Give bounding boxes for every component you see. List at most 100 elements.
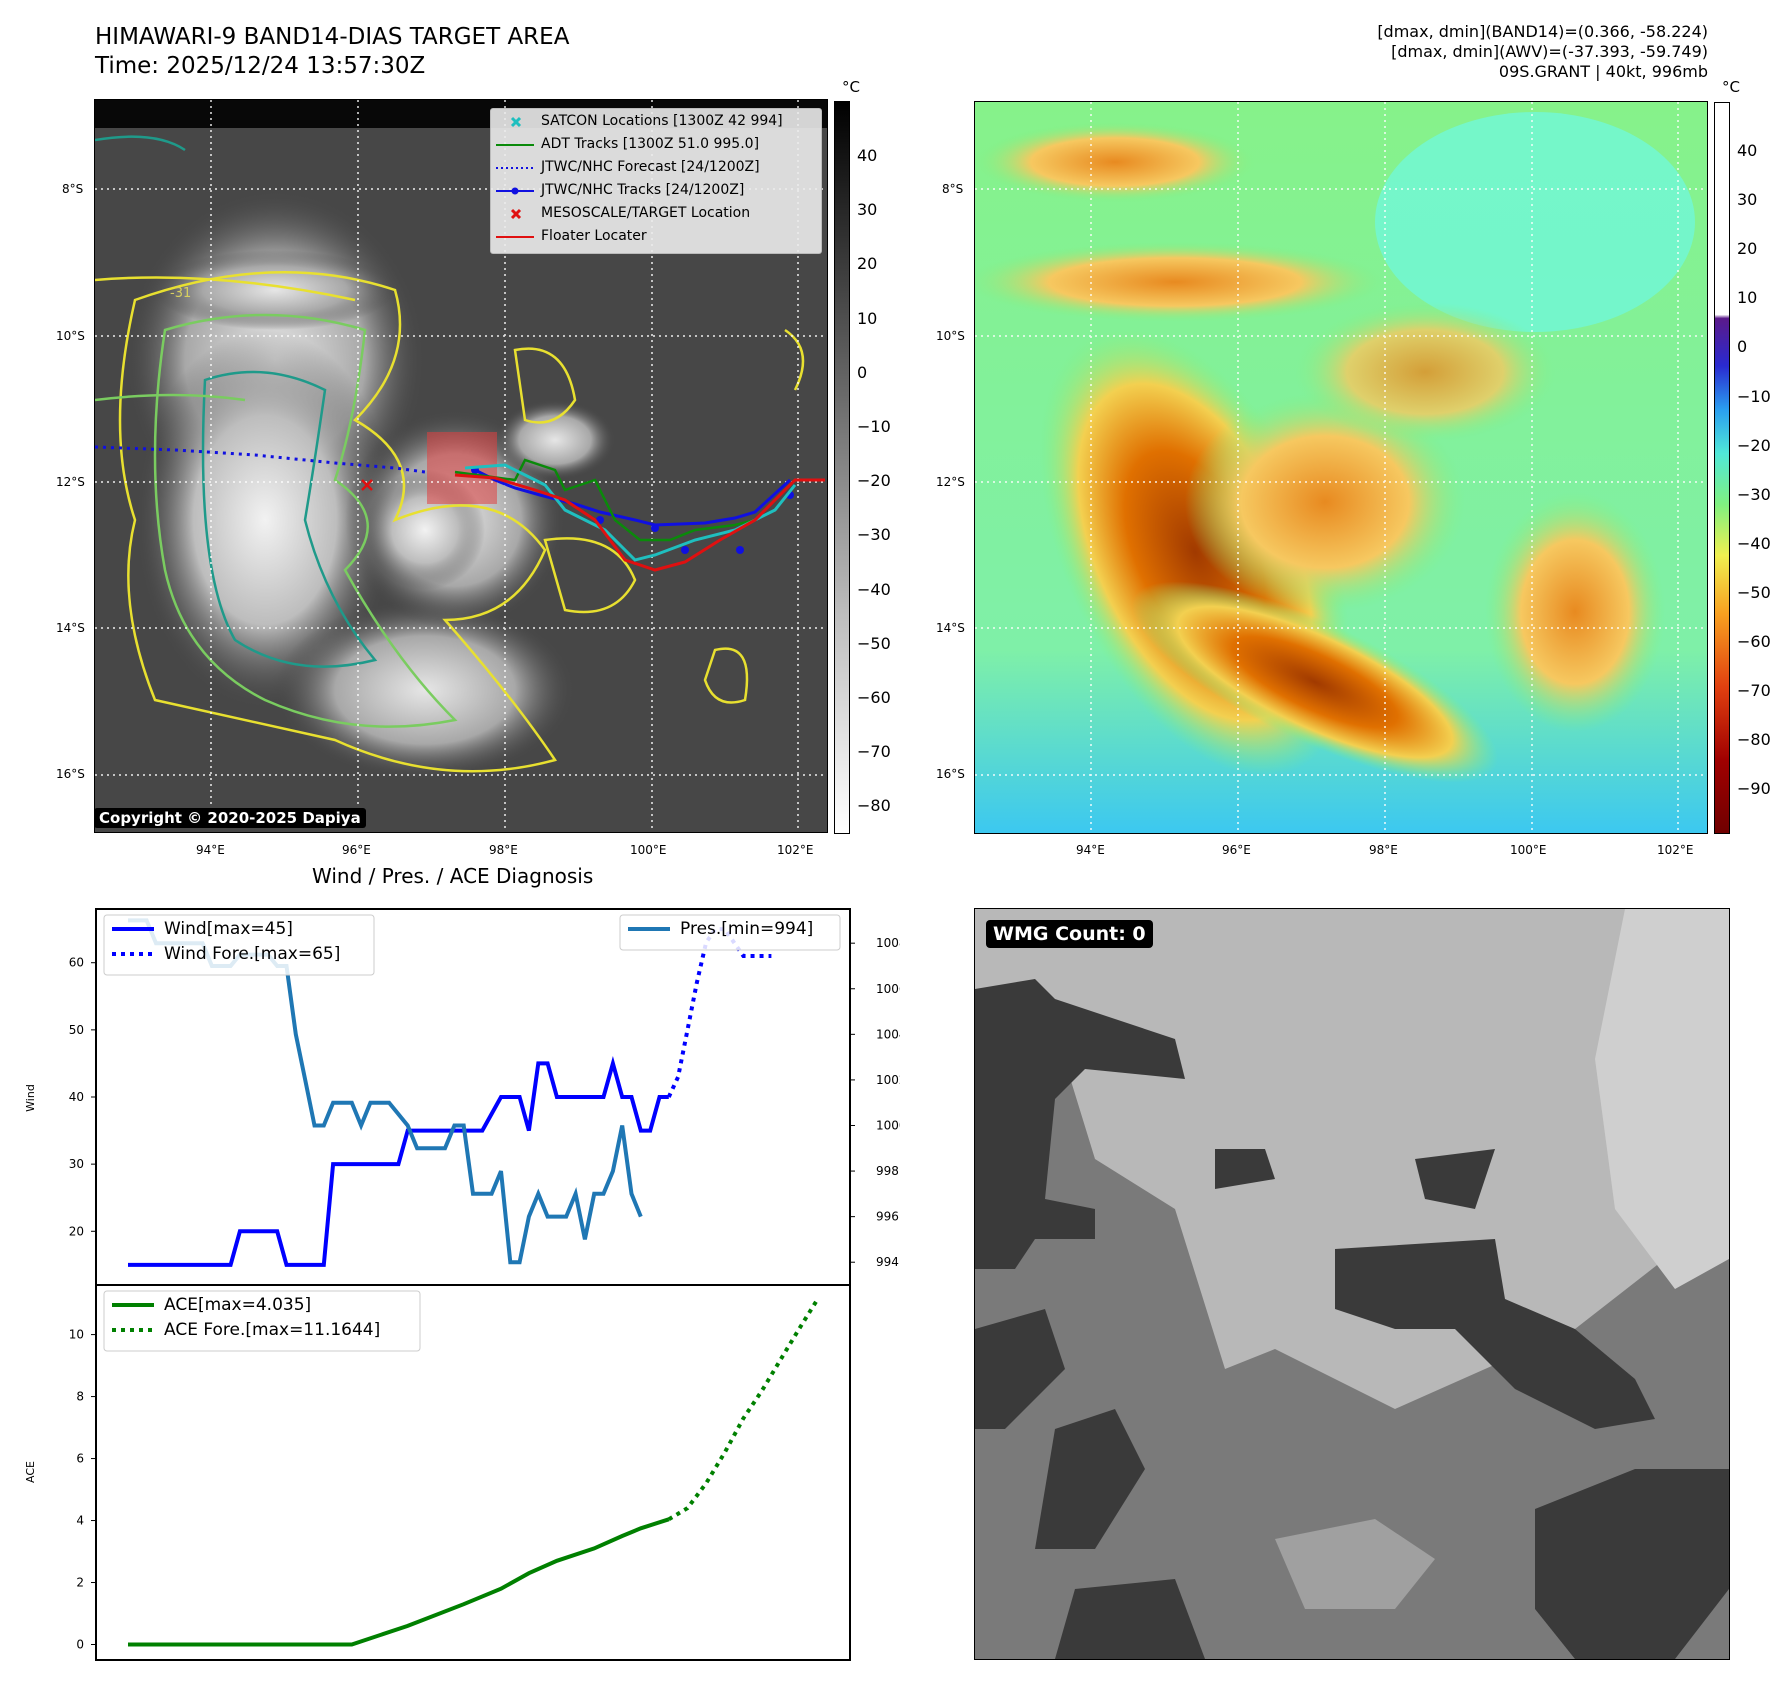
awv-colorbar-tick: −80 xyxy=(1737,730,1771,750)
awv-lat-label-16s: 16°S xyxy=(936,767,965,781)
info-line-2: [dmax, dmin](AWV)=(-37.393, -59.749) xyxy=(1391,42,1708,61)
ir-colorbar-tick: −70 xyxy=(857,742,891,762)
awv-colorbar-tick: −90 xyxy=(1737,779,1771,799)
legend-target: MESOSCALE/TARGET Location xyxy=(541,205,751,221)
awv-colorbar-tick: −60 xyxy=(1737,632,1771,651)
awv-colorbar-tick: 30 xyxy=(1737,190,1758,210)
wind-legend-label: Wind[max=45] xyxy=(164,919,293,939)
pressure-tick-label: 1008 xyxy=(876,936,900,950)
lat-label-12s: 12°S xyxy=(56,475,85,489)
ace-tick-label: 4 xyxy=(76,1514,84,1528)
legend-floater: Floater Locater xyxy=(541,228,647,244)
pressure-tick-label: 994 xyxy=(876,1255,899,1269)
awv-colorbar-tick: 10 xyxy=(1737,288,1758,308)
awv-colorbar-unit: °C xyxy=(1722,78,1740,96)
contour-label: -31 xyxy=(170,286,191,301)
wind-line xyxy=(128,1055,669,1267)
ace-legend-label: ACE[max=4.035] xyxy=(164,1295,311,1315)
ir-colorbar-tick: −40 xyxy=(857,579,891,599)
figure-title: HIMAWARI-9 BAND14-DIAS TARGET AREA xyxy=(95,24,570,50)
ir-colorbar-tick: 0 xyxy=(857,362,868,382)
diagnosis-bottom-frame xyxy=(95,1284,851,1661)
ir-colorbar-tick: −30 xyxy=(857,525,891,545)
awv-colorbar-tick: −20 xyxy=(1737,435,1771,455)
ace-legend-label: ACE Fore.[max=11.1644] xyxy=(164,1320,380,1340)
pressure-tick-label: 998 xyxy=(876,1164,899,1178)
awv-lat-label-10s: 10°S xyxy=(936,329,965,343)
ace-tick-label: 10 xyxy=(69,1328,84,1342)
awv-colorbar-tick: −30 xyxy=(1737,484,1771,504)
ace-line xyxy=(128,1517,670,1647)
legend-adt: ADT Tracks [1300Z 51.0 995.0] xyxy=(541,136,760,152)
lon-label-102e: 102°E xyxy=(777,843,814,857)
awv-colorbar-tick: −50 xyxy=(1737,582,1771,602)
lon-label-94e: 94°E xyxy=(196,843,225,857)
ir-colorbar-tick: −80 xyxy=(857,796,891,816)
pressure-tick-label: 996 xyxy=(876,1210,899,1224)
lat-label-14s: 14°S xyxy=(56,621,85,635)
ir-colorbar xyxy=(834,101,850,834)
ace-tick-label: 0 xyxy=(76,1638,84,1652)
wind-tick-label: 60 xyxy=(69,956,84,970)
legend-handles xyxy=(496,116,534,238)
awv-map-frame xyxy=(974,101,1708,834)
awv-colorbar-tick: −70 xyxy=(1737,681,1771,701)
wind-legend-box xyxy=(103,914,375,976)
ir-colorbar-tick: 20 xyxy=(857,254,878,274)
awv-lon-label-100e: 100°E xyxy=(1510,843,1547,857)
wind-axis-label: Wind xyxy=(24,1084,37,1112)
ace-legend-box xyxy=(103,1290,421,1352)
pressure-legend-label: Pres.[min=994] xyxy=(680,919,813,939)
lon-label-100e: 100°E xyxy=(630,843,667,857)
ir-colorbar-tick: −10 xyxy=(857,417,891,436)
awv-colorbar-tick: −40 xyxy=(1737,533,1771,553)
awv-colorbar-tick: 0 xyxy=(1737,337,1748,357)
legend-jtwc-forecast: JTWC/NHC Forecast [24/1200Z] xyxy=(541,159,760,175)
copyright-badge: Copyright © 2020-2025 Dapiya xyxy=(94,808,366,828)
pressure-tick-label: 1002 xyxy=(876,1073,900,1087)
awv-lon-label-94e: 94°E xyxy=(1076,843,1105,857)
lon-label-96e: 96°E xyxy=(342,843,371,857)
awv-colorbar-tick: 20 xyxy=(1737,239,1758,259)
wind-tick-label: 30 xyxy=(69,1157,84,1171)
wind-forecast-line xyxy=(666,927,772,1098)
wmg-count-badge: WMG Count: 0 xyxy=(986,920,1153,948)
diagnosis-title: Wind / Pres. / ACE Diagnosis xyxy=(312,864,594,888)
awv-lat-label-12s: 12°S xyxy=(936,475,965,489)
ir-colorbar-tick: 40 xyxy=(857,146,878,165)
awv-lon-label-98e: 98°E xyxy=(1369,843,1398,857)
awv-lon-label-102e: 102°E xyxy=(1657,843,1694,857)
lat-label-10s: 10°S xyxy=(56,329,85,343)
ir-colorbar-tick: −50 xyxy=(857,633,891,653)
legend-jtwc-tracks: JTWC/NHC Tracks [24/1200Z] xyxy=(541,182,745,198)
ir-colorbar-unit: °C xyxy=(842,78,860,96)
awv-lat-label-14s: 14°S xyxy=(936,621,965,635)
wind-tick-label: 20 xyxy=(69,1224,84,1238)
awv-lat-label-8s: 8°S xyxy=(942,182,964,196)
figure-time: Time: 2025/12/24 13:57:30Z xyxy=(95,53,426,79)
awv-colorbar-tick: 40 xyxy=(1737,141,1758,160)
ace-tick-label: 6 xyxy=(76,1452,84,1466)
pressure-legend-box xyxy=(619,914,841,951)
ir-colorbar-tick: −60 xyxy=(857,688,891,707)
ir-colorbar-tick: −20 xyxy=(857,471,891,491)
ir-colorbar-tick: 10 xyxy=(857,308,878,328)
awv-colorbar xyxy=(1714,102,1730,834)
lat-label-16s: 16°S xyxy=(56,767,85,781)
awv-colorbar-tick: −10 xyxy=(1737,386,1771,406)
lon-label-98e: 98°E xyxy=(489,843,518,857)
pressure-tick-label: 1006 xyxy=(876,982,900,996)
map-legend xyxy=(490,108,822,254)
lat-label-8s: 8°S xyxy=(62,182,84,196)
ace-tick-label: 8 xyxy=(76,1390,84,1404)
info-line-1: [dmax, dmin](BAND14)=(0.366, -58.224) xyxy=(1377,22,1708,41)
ir-map-frame xyxy=(94,99,828,833)
wmg-panel xyxy=(975,909,1729,1659)
ace-axis-label: ACE xyxy=(24,1461,37,1483)
wmg-frame xyxy=(974,908,1730,1660)
wind-legend-label: Wind Fore.[max=65] xyxy=(164,944,340,964)
ace-forecast-line xyxy=(667,1297,820,1522)
wind-tick-label: 50 xyxy=(69,1023,84,1037)
